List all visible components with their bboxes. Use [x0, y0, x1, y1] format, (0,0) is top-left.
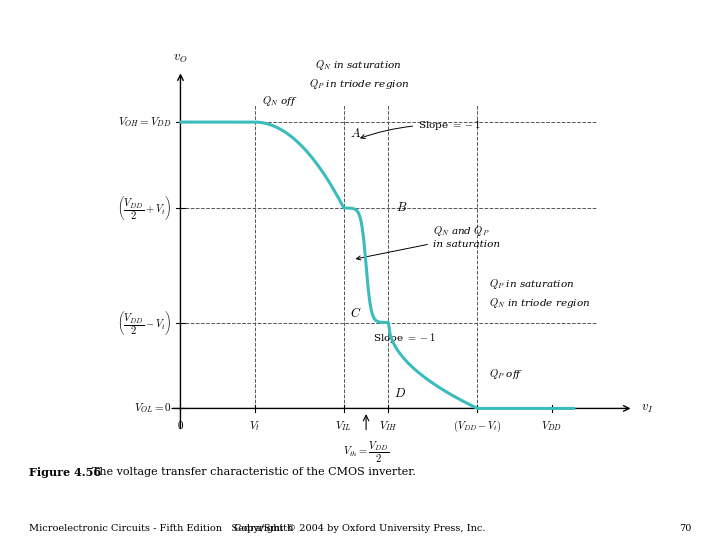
Text: $C$: $C$	[350, 306, 361, 320]
Text: $(V_{DD}-V_t)$: $(V_{DD}-V_t)$	[453, 418, 502, 434]
Text: $Q_N$ off: $Q_N$ off	[262, 94, 297, 108]
Text: $0$: $0$	[177, 418, 184, 431]
Text: Figure 4.56: Figure 4.56	[29, 467, 101, 478]
Text: $V_{th} = \dfrac{V_{DD}}{2}$: $V_{th} = \dfrac{V_{DD}}{2}$	[343, 440, 389, 465]
Text: Slope $= -1$: Slope $= -1$	[361, 118, 481, 139]
Text: $V_{OL} = 0$: $V_{OL} = 0$	[133, 402, 171, 415]
Text: The voltage transfer characteristic of the CMOS inverter.: The voltage transfer characteristic of t…	[85, 467, 416, 477]
Text: $V_{OH} = V_{DD}$: $V_{OH} = V_{DD}$	[118, 115, 171, 129]
Text: $V_{IL}$: $V_{IL}$	[336, 418, 352, 433]
Text: $\left(\dfrac{V_{DD}}{2}+V_t\right)$: $\left(\dfrac{V_{DD}}{2}+V_t\right)$	[117, 194, 171, 222]
Text: $v_I$: $v_I$	[641, 402, 653, 415]
Text: $V_t$: $V_t$	[249, 418, 260, 433]
Text: $B$: $B$	[396, 201, 407, 214]
Text: $V_{IH}$: $V_{IH}$	[379, 418, 397, 433]
Text: Microelectronic Circuits - Fifth Edition   Sedra/Smith: Microelectronic Circuits - Fifth Edition…	[29, 524, 293, 533]
Text: $v_O$: $v_O$	[174, 52, 188, 65]
Text: $Q_P$ in saturation
$Q_N$ in triode region: $Q_P$ in saturation $Q_N$ in triode regi…	[489, 278, 590, 310]
Text: $Q_N$ in saturation
$Q_P$ in triode region: $Q_N$ in saturation $Q_P$ in triode regi…	[309, 58, 409, 91]
Text: $Q_P$ off: $Q_P$ off	[489, 367, 523, 381]
Text: $\left(\dfrac{V_{DD}}{2}-V_t\right)$: $\left(\dfrac{V_{DD}}{2}-V_t\right)$	[117, 308, 171, 336]
Text: Copyright © 2004 by Oxford University Press, Inc.: Copyright © 2004 by Oxford University Pr…	[234, 524, 486, 533]
Text: $A$: $A$	[350, 127, 361, 140]
Text: Slope $= -1$: Slope $= -1$	[374, 331, 436, 345]
Text: $D$: $D$	[395, 387, 406, 400]
Text: $Q_N$ and $Q_P$
in saturation: $Q_N$ and $Q_P$ in saturation	[356, 225, 500, 260]
Text: $V_{DD}$: $V_{DD}$	[541, 418, 562, 433]
Text: 70: 70	[679, 524, 691, 533]
